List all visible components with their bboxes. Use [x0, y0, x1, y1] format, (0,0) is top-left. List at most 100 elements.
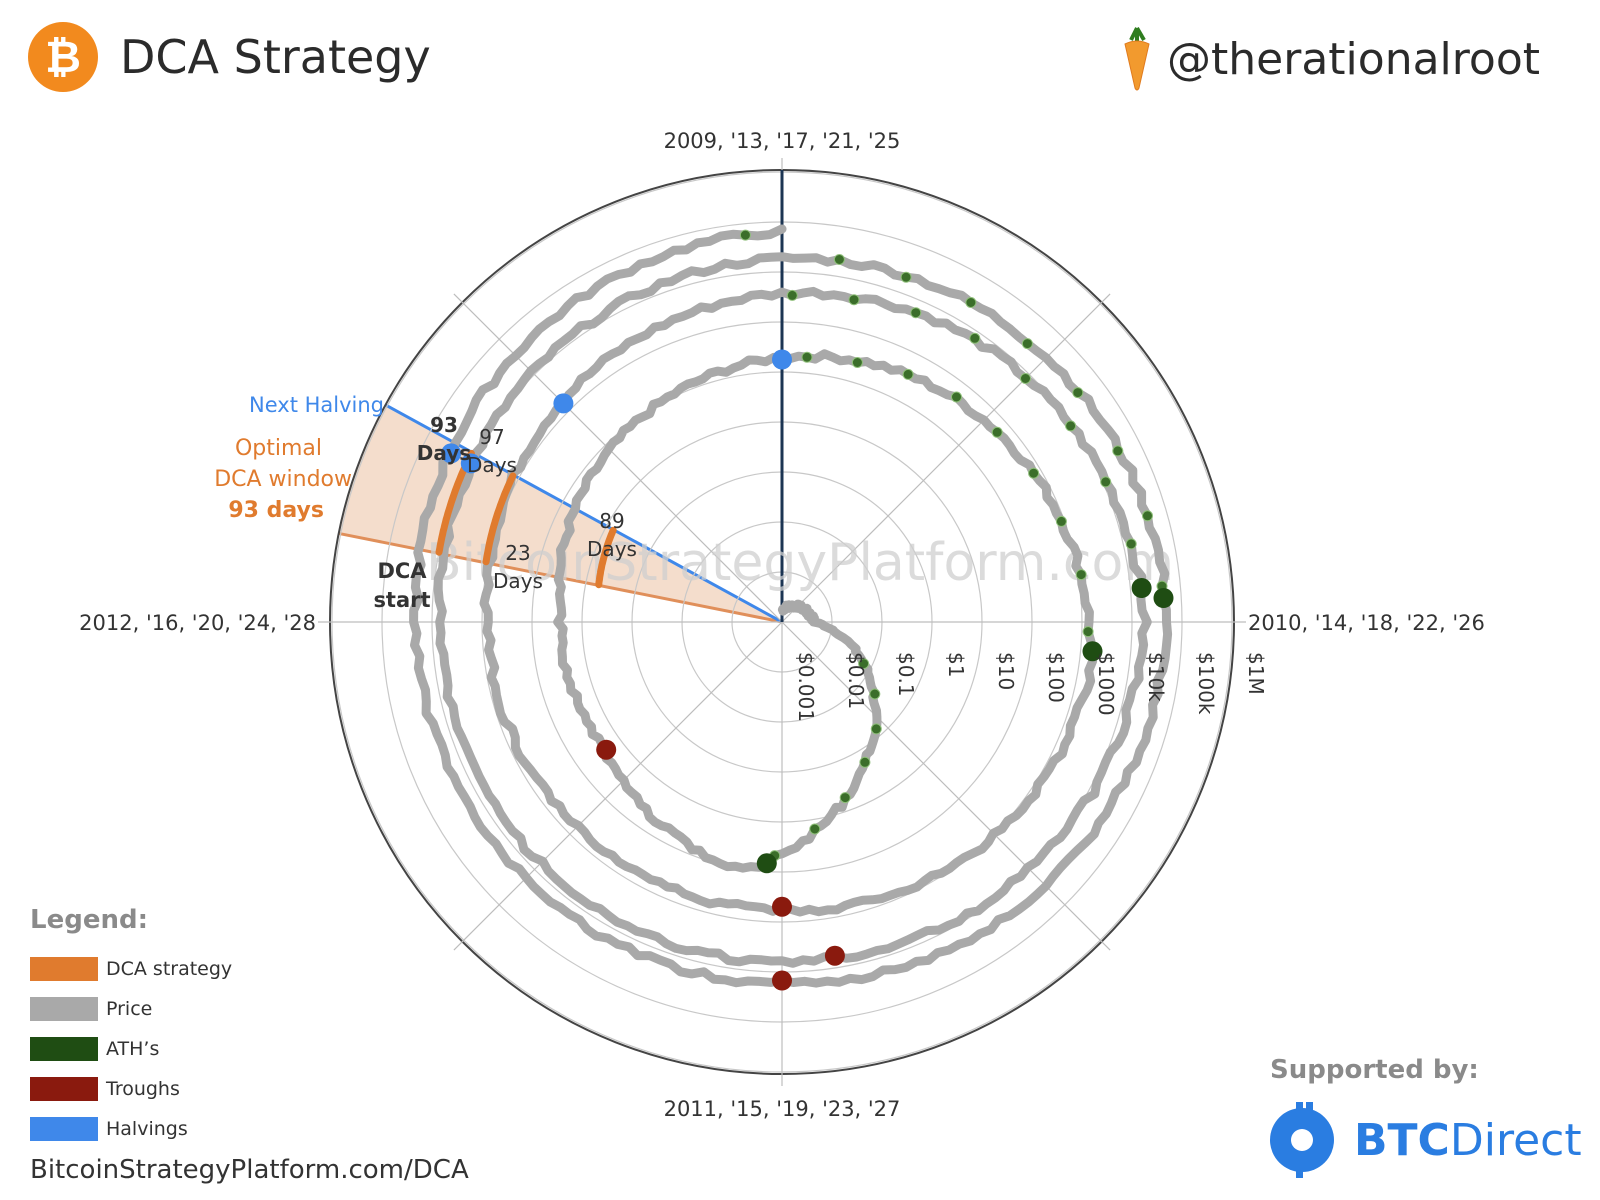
angular-label-bottom: 2011, '15, '19, '23, '27 — [664, 1097, 901, 1121]
ath-marker — [1142, 510, 1153, 522]
sponsor-name-light: Direct — [1449, 1114, 1582, 1166]
ath-marker — [1021, 338, 1033, 350]
legend-label: Halvings — [106, 1118, 188, 1140]
radial-tick-label: $0.1 — [894, 652, 918, 697]
ath-peak-point — [1153, 588, 1174, 608]
grid-spoke — [781, 621, 1111, 951]
ath-marker — [969, 332, 981, 344]
sponsor-name: BTCDirect — [1354, 1115, 1582, 1166]
radial-tick-label: $100k — [1194, 652, 1218, 715]
author-handle: @therationalroot — [1119, 26, 1540, 92]
axis-labels: 2009, '13, '17, '21, '25 2011, '15, '19, … — [79, 129, 1485, 1121]
angular-label-left: 2012, '16, '20, '24, '28 — [79, 611, 316, 635]
radial-tick-label: $0.01 — [844, 652, 868, 709]
watermark: BitcoinStrategyPlatform.com — [426, 533, 1174, 593]
btcdirect-icon — [1270, 1102, 1334, 1178]
halving-point — [441, 443, 462, 464]
angular-label-right: 2010, '14, '18, '22, '26 — [1248, 611, 1485, 635]
dca-start-label: DCA — [377, 559, 427, 583]
legend-swatch — [30, 957, 98, 981]
ath-marker — [1100, 476, 1112, 488]
radial-tick-label: $1M — [1244, 652, 1268, 695]
header-brand: ₿ DCA Strategy — [28, 22, 431, 92]
ath-marker — [801, 351, 813, 363]
ath-marker — [965, 297, 977, 308]
radial-tick-label: $100 — [1044, 652, 1068, 703]
ath-marker — [833, 254, 845, 265]
event-points — [441, 349, 1174, 991]
window-annotations: Next Halving Optimal DCA window 93 days DCA s… — [214, 393, 637, 612]
ath-marker — [1072, 387, 1084, 399]
legend: Legend: DCA strategy Price ATH’s Troughs… — [30, 905, 232, 1149]
radial-tick-label: $10 — [994, 652, 1018, 690]
dca-segment — [482, 472, 517, 566]
optimal-window-label: Optimal — [235, 436, 322, 461]
dca-start-label: start — [373, 588, 430, 612]
legend-swatch — [30, 997, 98, 1021]
page-title: DCA Strategy — [120, 30, 431, 84]
radial-tick-label: $10k — [1144, 652, 1168, 702]
grid-spoke — [781, 293, 1111, 623]
legend-item-dca: DCA strategy — [30, 949, 232, 989]
ath-marker — [900, 271, 912, 283]
ath-marker — [839, 792, 851, 804]
ath-marker — [1028, 467, 1040, 479]
ath-points — [739, 229, 1168, 862]
legend-title: Legend: — [30, 905, 148, 935]
grid-spoke — [453, 293, 783, 623]
legend-swatch — [30, 1037, 98, 1061]
ath-marker — [869, 688, 881, 700]
legend-swatch — [30, 1117, 98, 1141]
sponsor-logo[interactable]: BTCDirect — [1268, 1100, 1582, 1180]
optimal-window-days: 93 days — [228, 498, 324, 523]
ath-marker — [1125, 538, 1137, 550]
ath-marker — [991, 426, 1003, 438]
ath-marker — [951, 391, 962, 403]
legend-item-price: Price — [30, 989, 232, 1029]
radial-tick-label: $1 — [944, 652, 968, 677]
cycle-window-unit: Days — [417, 441, 471, 465]
ath-peak-point — [1082, 641, 1103, 662]
legend-label: ATH’s — [106, 1038, 160, 1060]
grid-spoke — [453, 621, 783, 951]
legend-swatch — [30, 1077, 98, 1101]
ath-marker — [848, 294, 860, 306]
ath-marker — [1055, 515, 1067, 527]
ath-marker — [851, 357, 863, 368]
cycle-window-days: 93 — [430, 413, 458, 437]
radial-tick-label: $0.001 — [794, 652, 818, 722]
optimal-window-label: DCA window — [214, 467, 352, 492]
supported-by-label: Supported by: — [1270, 1055, 1479, 1085]
sponsor-name-bold: BTC — [1354, 1114, 1450, 1166]
trough-point — [596, 739, 617, 760]
next-halving-label: Next Halving — [249, 393, 384, 417]
carrot-icon — [1124, 26, 1150, 91]
cycle-window-days: 23 — [505, 541, 530, 565]
footer-url[interactable]: BitcoinStrategyPlatform.com/DCA — [30, 1155, 469, 1185]
halving-point — [553, 393, 574, 414]
cycle-window-days: 89 — [599, 509, 624, 533]
ath-marker — [902, 368, 914, 380]
cycle-window-unit: Days — [493, 569, 543, 593]
ath-marker — [858, 658, 870, 670]
price-spiral — [409, 224, 1173, 988]
ath-marker — [1065, 420, 1077, 432]
ath-marker — [1020, 373, 1031, 384]
legend-label: Price — [106, 998, 153, 1020]
handle-text: @therationalroot — [1167, 33, 1540, 85]
trough-point — [772, 970, 792, 991]
trough-point — [772, 896, 792, 917]
radial-tick-label: $1000 — [1094, 652, 1118, 716]
ath-marker — [739, 229, 751, 241]
ath-marker — [910, 307, 922, 319]
ath-peak-point — [1131, 578, 1152, 598]
ath-marker — [1075, 569, 1087, 581]
ath-marker — [870, 723, 882, 735]
legend-label: DCA strategy — [106, 958, 233, 980]
price-line — [409, 224, 1173, 988]
halving-point — [772, 349, 792, 370]
legend-label: Troughs — [106, 1078, 180, 1100]
legend-item-troughs: Troughs — [30, 1069, 232, 1109]
ath-marker — [859, 756, 871, 768]
bitcoin-logo-icon: ₿ — [28, 22, 98, 92]
